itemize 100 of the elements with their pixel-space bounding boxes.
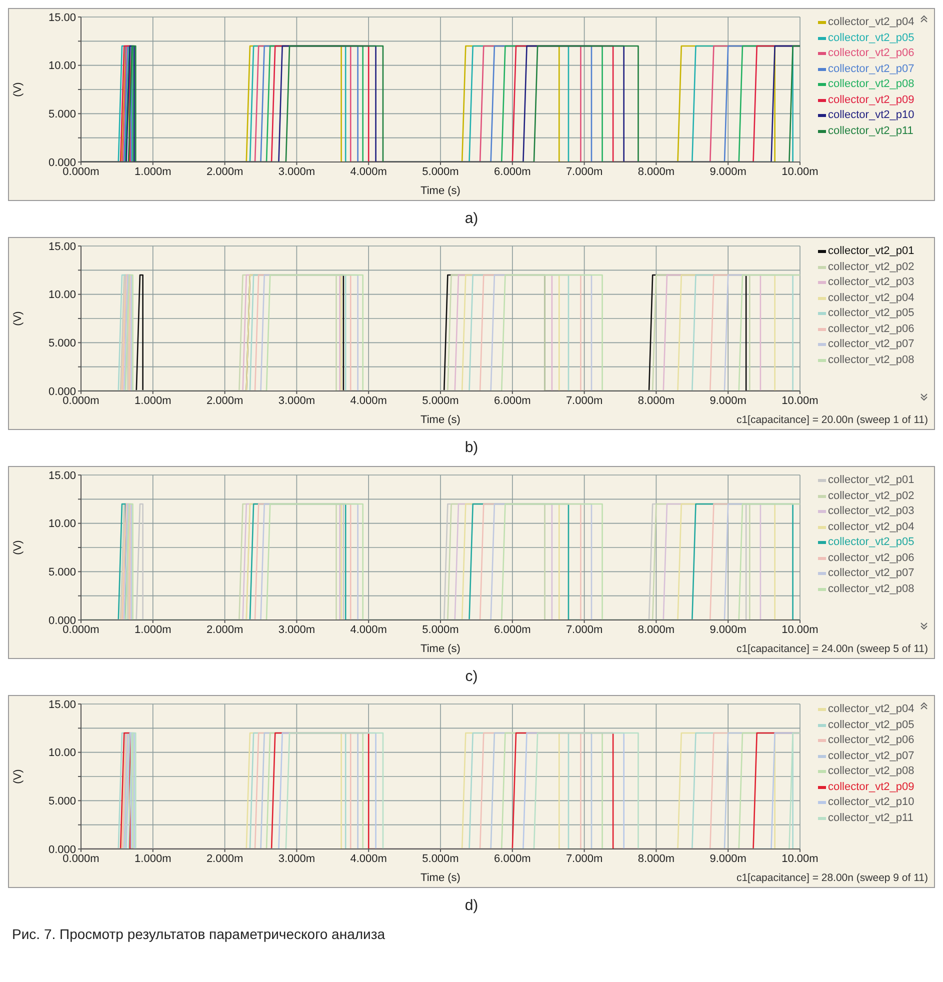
legend-label: collector_vt2_p08 [828,764,914,779]
x-tick-label: 4.000m [350,624,387,636]
legend-label: collector_vt2_p05 [828,535,914,550]
y-tick-label: 15.00 [48,470,76,482]
x-tick-label: 9.000m [710,624,746,636]
legend-label: collector_vt2_p04 [828,702,914,717]
y-tick-label: 5.000 [48,796,76,808]
legend-label: collector_vt2_p11 [828,124,914,138]
legend-label: collector_vt2_p07 [828,748,914,764]
x-tick-label: 3.000m [278,624,316,636]
y-axis-title: (V) [12,311,24,326]
x-tick-label: 3.000m [278,166,316,178]
x-tick-label: 6.000m [494,624,531,636]
legend-label: collector_vt2_p04 [828,15,914,30]
y-tick-label: 10.00 [48,747,76,760]
x-axis-title: Time (s) [420,414,460,426]
x-tick-label: 3.000m [278,394,316,407]
x-tick-label: 4.000m [350,166,387,178]
y-axis-title: (V) [12,82,24,97]
y-tick-label: 15.00 [48,12,76,24]
legend-label: collector_vt2_p03 [828,275,914,290]
x-tick-label: 2.000m [206,166,244,178]
x-axis-title: Time (s) [420,872,460,884]
text: c1[capacitance] = 28.00n (sweep 9 of 11) [736,872,928,884]
x-tick-label: 1.000m [134,852,172,865]
x-tick-label: 8.000m [638,624,675,636]
x-tick-label: 10.00m [782,852,818,865]
x-tick-label: 5.000m [422,394,459,407]
legend-label: collector_vt2_p05 [828,30,914,46]
legend-label: collector_vt2_p02 [828,488,914,504]
x-tick-label: 4.000m [350,394,387,407]
y-tick-label: 10.00 [48,289,76,302]
y-tick-label: 5.000 [48,566,76,579]
y-axis-title: (V) [12,769,24,784]
legend-label: collector_vt2_p08 [828,77,914,92]
text: c1[capacitance] = 20.00n (sweep 1 of 11) [736,414,928,426]
x-axis-title: Time (s) [420,643,460,655]
legend-label: collector_vt2_p02 [828,260,914,274]
legend-label: collector_vt2_p06 [828,46,914,61]
x-tick-label: 10.00m [782,166,818,178]
x-tick-label: 5.000m [422,852,459,865]
x-tick-label: 6.000m [494,166,531,178]
x-tick-label: 5.000m [422,624,459,636]
x-tick-label: 10.00m [782,624,818,636]
x-tick-label: 4.000m [350,852,387,865]
x-tick-label: 8.000m [638,852,675,865]
legend-label: collector_vt2_p01 [828,244,914,259]
text: b) [464,438,480,458]
legend-label: collector_vt2_p10 [828,795,914,810]
text: a) [464,209,480,229]
x-tick-label: 1.000m [134,166,172,178]
legend-label: collector_vt2_p07 [828,566,914,581]
x-tick-label: 6.000m [494,852,531,865]
legend-label: collector_vt2_p07 [828,337,914,352]
text: Рис. 7. Просмотр результатов параметрического анализа [11,926,386,942]
x-tick-label: 1.000m [134,394,172,407]
x-tick-label: 3.000m [278,852,316,865]
legend-label: collector_vt2_p06 [828,733,914,748]
x-axis-title: Time (s) [420,185,460,197]
x-tick-label: 1.000m [134,624,172,636]
y-tick-label: 15.00 [48,698,76,711]
y-axis-title: (V) [12,540,24,555]
x-tick-label: 2.000m [206,394,244,407]
x-tick-label: 7.000m [566,852,603,865]
legend-label: collector_vt2_p05 [828,306,914,321]
y-tick-label: 10.00 [48,60,76,72]
legend-label: collector_vt2_p03 [828,504,914,519]
legend-label: collector_vt2_p06 [828,322,914,336]
legend-label: collector_vt2_p06 [828,550,914,566]
legend-label: collector_vt2_p08 [828,582,914,596]
y-tick-label: 5.000 [48,338,76,350]
x-tick-label: 7.000m [566,624,603,636]
y-tick-label: 15.00 [48,240,76,253]
x-tick-label: 8.000m [638,166,675,178]
x-tick-label: 9.000m [710,852,746,865]
x-tick-label: 9.000m [710,394,746,407]
x-tick-label: 6.000m [494,394,531,407]
legend-label: collector_vt2_p09 [828,92,914,108]
x-tick-label: 9.000m [710,166,746,178]
y-tick-label: 5.000 [48,108,76,121]
legend-label: collector_vt2_p09 [828,780,914,794]
legend-label: collector_vt2_p04 [828,290,914,306]
x-tick-label: 5.000m [422,166,459,178]
y-tick-label: 10.00 [48,518,76,530]
x-tick-label: 8.000m [638,394,675,407]
x-tick-label: 7.000m [566,394,603,407]
text: c1[capacitance] = 24.00n (sweep 5 of 11) [736,643,928,655]
legend-label: collector_vt2_p08 [828,352,914,368]
x-tick-label: 7.000m [566,166,603,178]
text: d) [464,896,480,916]
text: c) [464,667,479,687]
legend-label: collector_vt2_p11 [828,810,914,826]
x-tick-label: 10.00m [782,394,818,407]
legend-label: collector_vt2_p04 [828,520,914,534]
legend-label: collector_vt2_p05 [828,718,914,732]
legend-label: collector_vt2_p07 [828,62,914,76]
x-tick-label: 2.000m [206,852,244,865]
legend-label: collector_vt2_p01 [828,473,914,488]
legend-label: collector_vt2_p10 [828,108,914,123]
x-tick-label: 2.000m [206,624,244,636]
